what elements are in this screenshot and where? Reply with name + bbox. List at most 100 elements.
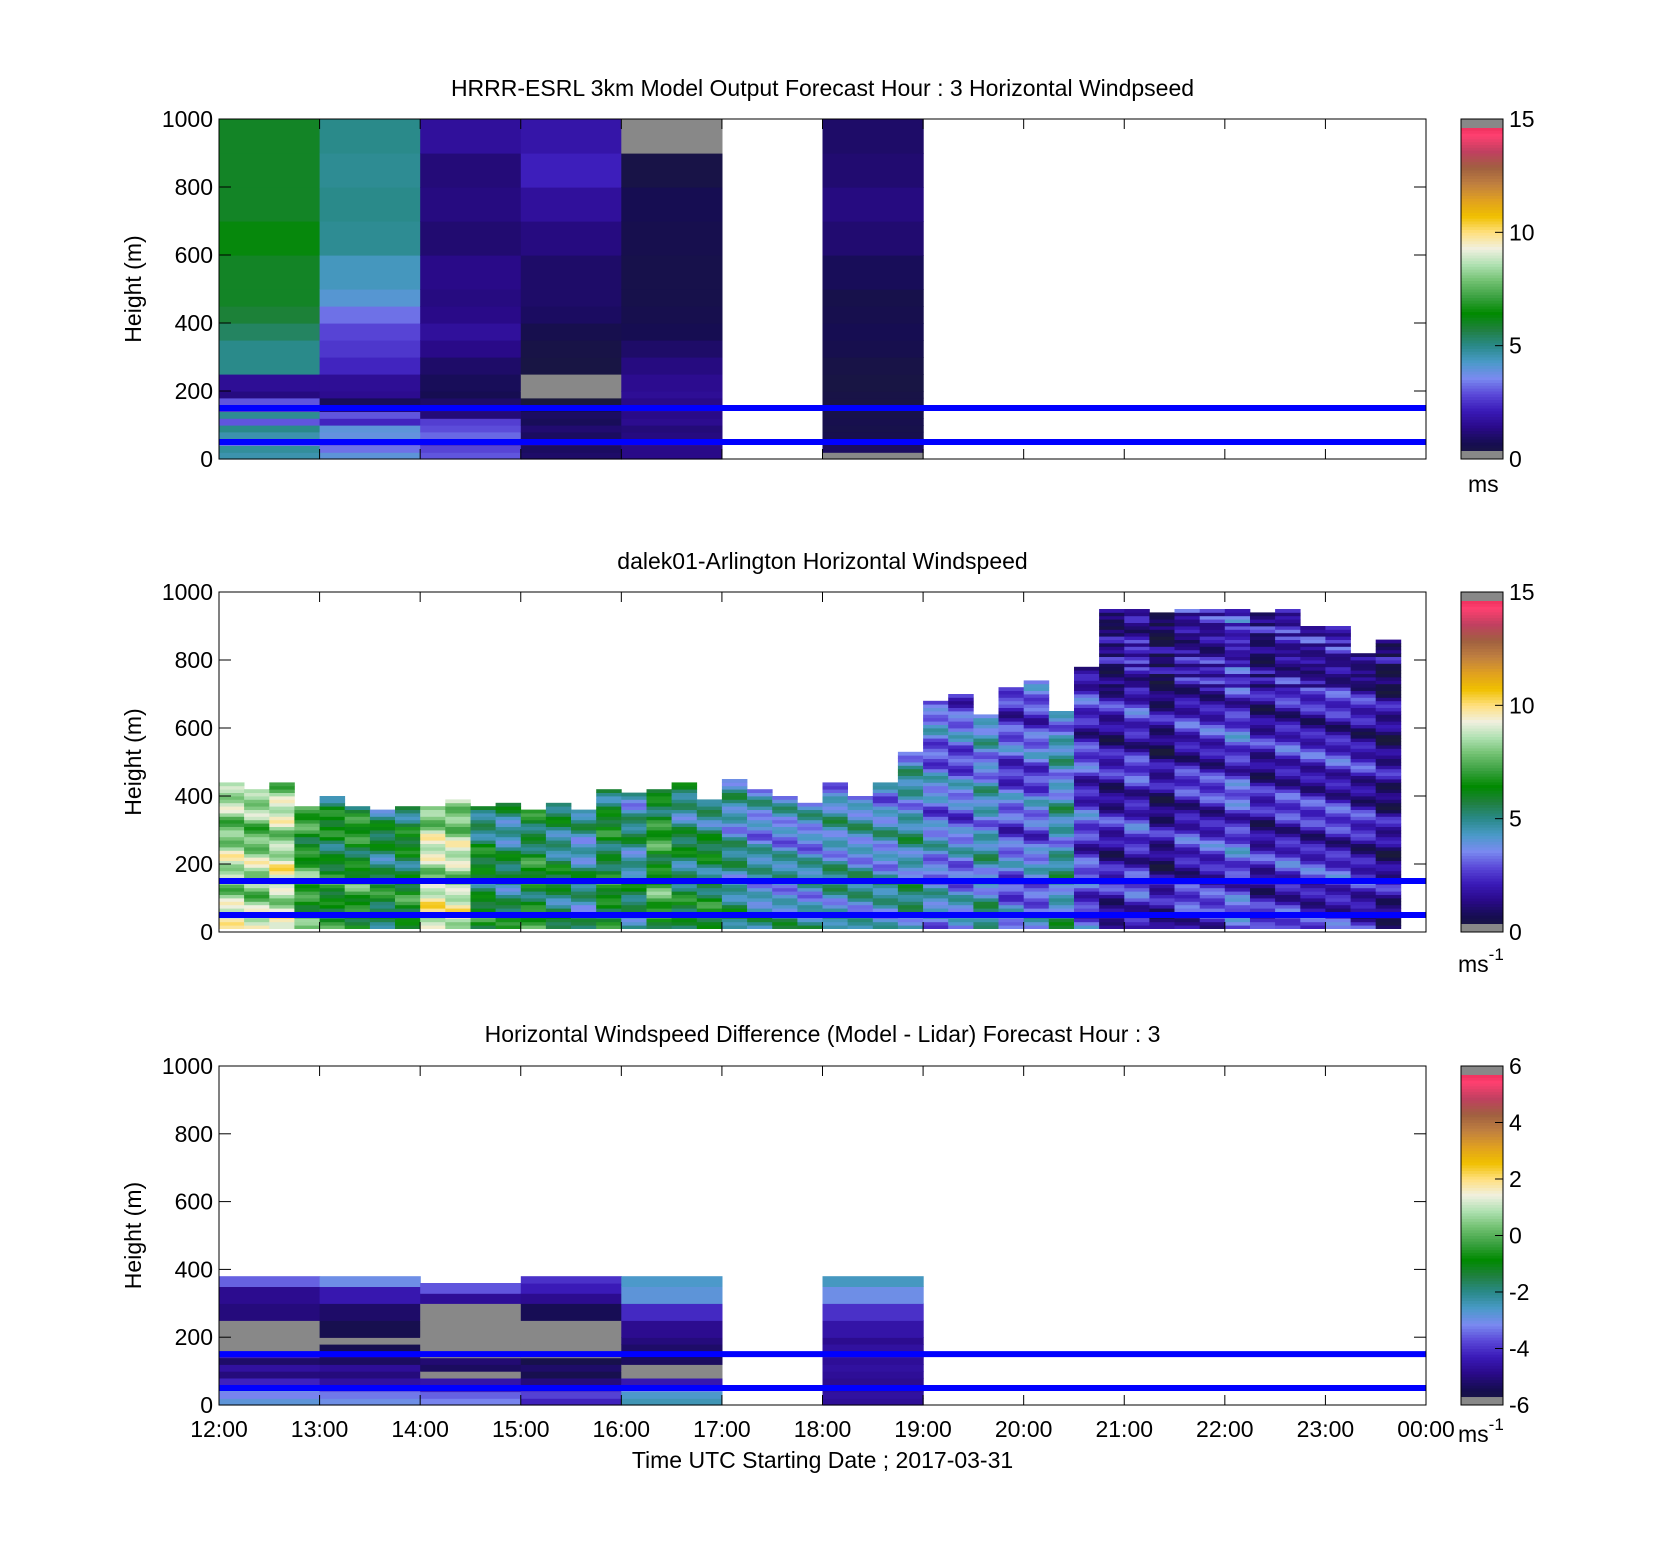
heatmap-cell [1099, 785, 1125, 790]
heatmap-cell [721, 850, 748, 855]
heatmap-cell [395, 870, 421, 875]
colorbar-segment [1461, 447, 1503, 451]
heatmap-cell [797, 850, 823, 855]
y-tick-label: 600 [175, 715, 213, 741]
heatmap-cell [797, 819, 823, 824]
heatmap-cell [797, 816, 823, 821]
heatmap-cell [1124, 809, 1150, 814]
heatmap-cell [721, 802, 748, 807]
heatmap-cell [1325, 748, 1351, 753]
heatmap-cell [1149, 860, 1175, 865]
heatmap-cell [1224, 782, 1251, 787]
heatmap-cell [1174, 629, 1200, 634]
heatmap-cell [847, 833, 874, 838]
heatmap-cell [998, 687, 1024, 691]
heatmap-cell [420, 898, 446, 902]
heatmap-cell [923, 779, 949, 783]
heatmap-cell [1023, 683, 1050, 688]
heatmap-cell [319, 925, 346, 929]
heatmap-cell [1048, 823, 1075, 827]
heatmap-cell [671, 850, 698, 855]
heatmap-cell [1375, 762, 1402, 766]
heatmap-cell [872, 857, 899, 861]
heatmap-cell [923, 707, 949, 712]
colorbar-segment [1461, 175, 1503, 179]
colorbar-segment [1461, 1275, 1503, 1279]
heatmap-cell [1048, 762, 1075, 766]
colorbar-segment [1461, 708, 1503, 712]
heatmap-cell [1174, 724, 1200, 729]
colorbar-segment [1461, 835, 1503, 839]
heatmap-cell [1224, 660, 1251, 664]
colorbar-segment [1461, 337, 1503, 341]
heatmap-cell [1174, 632, 1200, 637]
heatmap-cell [948, 799, 974, 804]
heatmap-cell [621, 833, 647, 838]
heatmap-cell [646, 891, 672, 895]
heatmap-cell [219, 391, 321, 399]
heatmap-cell [1325, 666, 1351, 671]
heatmap-cell [1099, 683, 1125, 688]
colorbar-segment [1461, 1074, 1503, 1078]
heatmap-cell [822, 850, 848, 855]
heatmap-cell [1074, 874, 1100, 878]
heatmap-cell [1224, 867, 1251, 872]
heatmap-cell [1174, 622, 1200, 627]
heatmap-cell [545, 813, 572, 817]
heatmap-cell [721, 830, 748, 834]
heatmap-cell [897, 785, 924, 790]
heatmap-cell [1174, 775, 1200, 780]
heatmap-cell [1250, 894, 1276, 899]
colorbar-segment [1461, 838, 1503, 842]
y-axis-label: Height (m) [120, 1182, 146, 1289]
heatmap-cell [1275, 887, 1301, 892]
heatmap-cell [369, 874, 396, 878]
heatmap-cell [872, 813, 899, 817]
heatmap-cell [1124, 612, 1150, 617]
heatmap-cell [1325, 772, 1351, 776]
heatmap-cell [1325, 921, 1351, 926]
heatmap-cell [520, 925, 547, 929]
heatmap-cell [294, 809, 320, 814]
heatmap-cell [1350, 816, 1377, 821]
heatmap-cell [897, 867, 924, 872]
heatmap-cell [1350, 782, 1377, 787]
heatmap-cell [671, 785, 698, 790]
heatmap-cell [1325, 782, 1351, 787]
heatmap-cell [495, 836, 522, 841]
heatmap-cell [822, 411, 924, 419]
heatmap-cell [545, 894, 572, 899]
colorbar-segment [1461, 1260, 1503, 1265]
heatmap-cell [319, 904, 346, 909]
heatmap-cell [1300, 690, 1326, 695]
heatmap-cell [1224, 904, 1251, 909]
heatmap-cell [269, 887, 295, 892]
heatmap-cell [721, 789, 748, 793]
colorbar-segment [1461, 1399, 1503, 1403]
heatmap-cell [998, 853, 1024, 858]
heatmap-cell [1099, 721, 1125, 725]
heatmap-cell [923, 884, 949, 889]
heatmap-cell [1174, 840, 1200, 844]
heatmap-cell [1375, 680, 1402, 685]
heatmap-cell [1325, 663, 1351, 668]
heatmap-cell [1250, 908, 1276, 912]
heatmap-cell [1250, 745, 1276, 749]
heatmap-cell [1275, 707, 1301, 712]
heatmap-cell [847, 894, 874, 899]
heatmap-cell [1275, 925, 1301, 929]
colorbar-segment [1461, 1204, 1503, 1208]
heatmap-cell [1074, 751, 1100, 756]
heatmap-cell [721, 867, 748, 872]
heatmap-cell [1149, 680, 1175, 685]
heatmap-cell [621, 867, 647, 872]
heatmap-cell [998, 721, 1024, 725]
heatmap-cell [797, 904, 823, 909]
heatmap-cell [1300, 636, 1326, 640]
heatmap-cell [747, 816, 773, 821]
heatmap-cell [847, 908, 874, 912]
heatmap-cell [822, 884, 848, 889]
heatmap-cell [1250, 853, 1276, 858]
heatmap-cell [1300, 921, 1326, 926]
heatmap-cell [1375, 758, 1402, 763]
